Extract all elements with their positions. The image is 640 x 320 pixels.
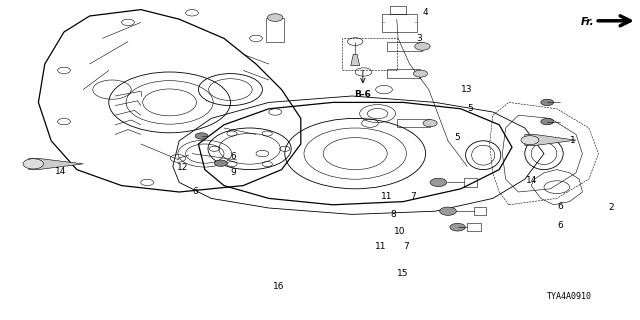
Text: 6: 6 (557, 202, 563, 211)
Text: 9: 9 (231, 168, 236, 177)
Text: 6: 6 (557, 221, 563, 230)
Text: 12: 12 (177, 164, 188, 172)
Bar (390, 6, 406, 14)
Polygon shape (29, 158, 83, 170)
Polygon shape (525, 134, 576, 146)
Text: 1: 1 (570, 136, 575, 145)
Text: 15: 15 (397, 269, 409, 278)
Text: 4: 4 (423, 8, 428, 17)
Text: 14: 14 (525, 176, 537, 185)
Circle shape (440, 207, 456, 215)
Circle shape (541, 99, 554, 106)
Circle shape (214, 160, 227, 166)
Bar (342, 38, 397, 70)
Text: B-6: B-6 (355, 90, 371, 99)
Text: 10: 10 (394, 228, 406, 236)
Text: 2: 2 (609, 204, 614, 212)
Text: 7: 7 (404, 242, 409, 251)
Text: TYA4A0910: TYA4A0910 (547, 292, 592, 301)
Text: 11: 11 (375, 242, 387, 251)
Text: 6: 6 (231, 152, 236, 161)
Bar (474, 207, 486, 215)
Text: 7: 7 (410, 192, 415, 201)
Circle shape (521, 136, 539, 145)
Polygon shape (351, 54, 360, 66)
Circle shape (423, 120, 437, 127)
Text: 6: 6 (193, 188, 198, 196)
Circle shape (415, 43, 430, 50)
Text: 16: 16 (273, 282, 284, 291)
Circle shape (450, 223, 465, 231)
Circle shape (195, 133, 208, 139)
Text: 13: 13 (461, 85, 473, 94)
Bar (382, 14, 417, 32)
Text: Fr.: Fr. (580, 17, 594, 28)
Bar (464, 178, 477, 187)
Text: 8: 8 (391, 210, 396, 219)
Text: 3: 3 (417, 34, 422, 43)
Text: 11: 11 (381, 192, 393, 201)
Bar (467, 223, 481, 231)
Text: 5: 5 (455, 133, 460, 142)
Text: 14: 14 (55, 167, 67, 176)
Circle shape (413, 70, 428, 77)
Text: 5: 5 (468, 104, 473, 113)
Circle shape (430, 178, 447, 187)
Circle shape (268, 14, 283, 21)
Circle shape (23, 159, 44, 169)
Circle shape (541, 118, 554, 125)
